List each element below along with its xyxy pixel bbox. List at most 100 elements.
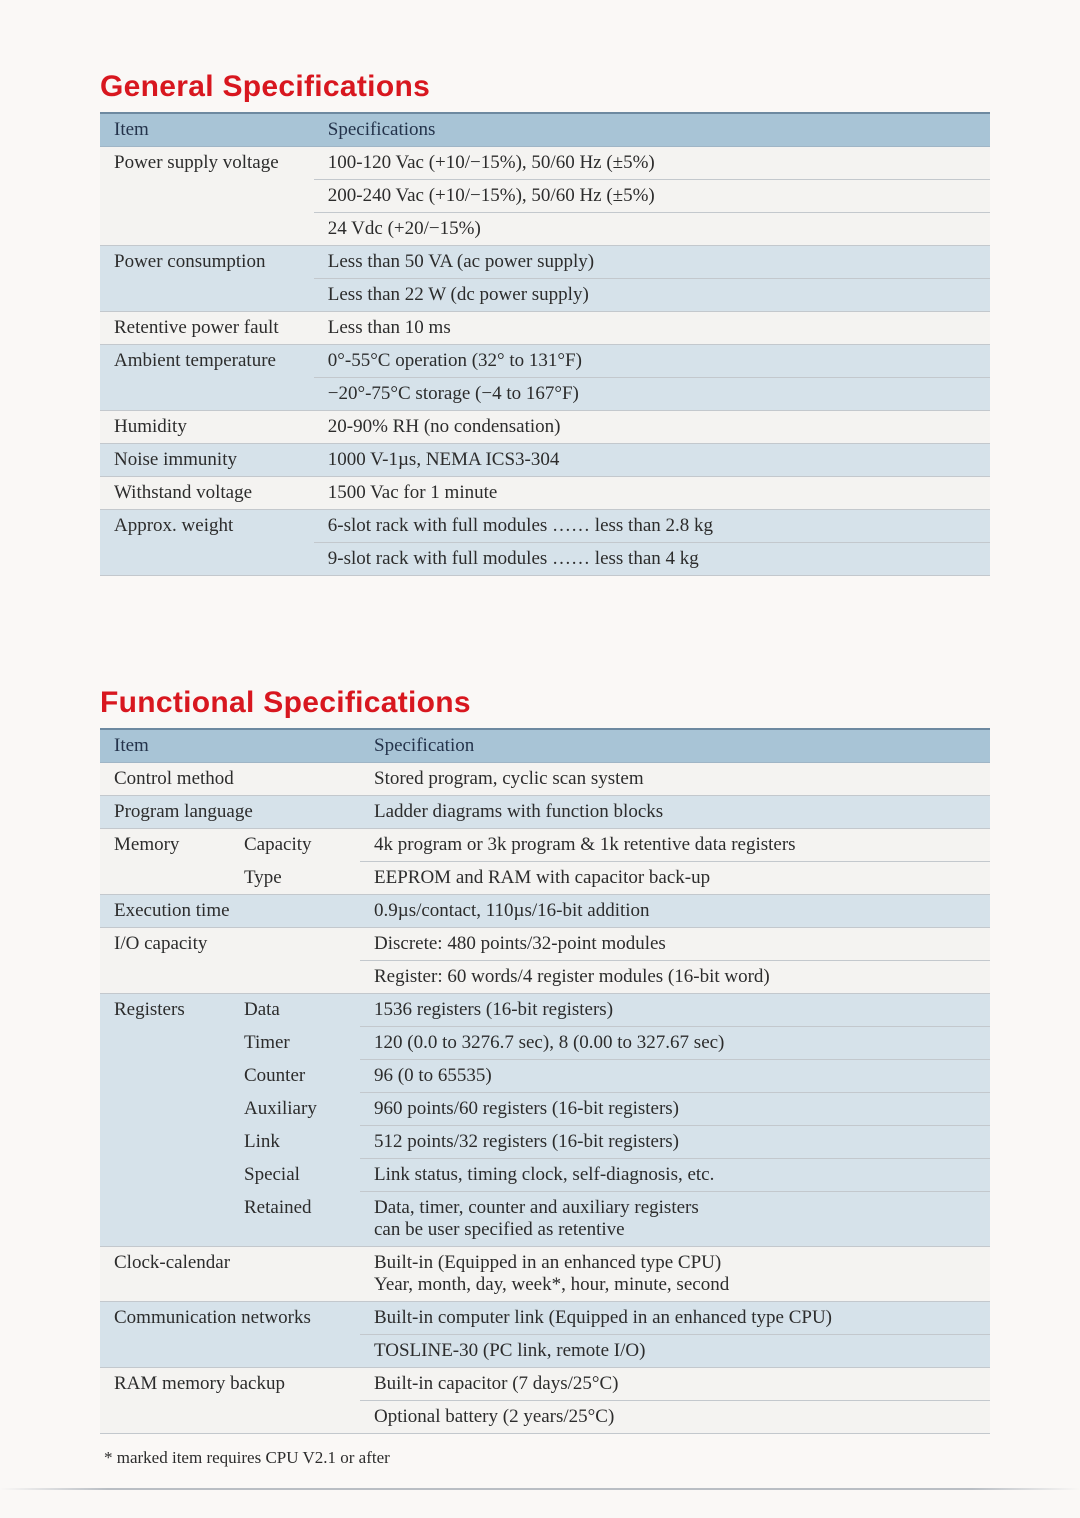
cell-spec: Stored program, cyclic scan system bbox=[360, 763, 990, 796]
cell-item: RAM memory backup bbox=[100, 1368, 360, 1401]
col-header-item: Item bbox=[100, 729, 360, 763]
table-row: Retentive power faultLess than 10 ms bbox=[100, 312, 990, 345]
footnote: * marked item requires CPU V2.1 or after bbox=[100, 1444, 990, 1468]
table-row: Control methodStored program, cyclic sca… bbox=[100, 763, 990, 796]
table-row: Less than 22 W (dc power supply) bbox=[100, 279, 990, 312]
table-row: Humidity20-90% RH (no condensation) bbox=[100, 411, 990, 444]
cell-item bbox=[100, 1159, 230, 1192]
cell-item bbox=[100, 1335, 360, 1368]
cell-item bbox=[100, 1192, 230, 1247]
table-row: Optional battery (2 years/25°C) bbox=[100, 1401, 990, 1434]
cell-spec: Optional battery (2 years/25°C) bbox=[360, 1401, 990, 1434]
col-header-item: Item bbox=[100, 113, 314, 147]
cell-item bbox=[100, 213, 314, 246]
cell-item bbox=[100, 1060, 230, 1093]
cell-item: Execution time bbox=[100, 895, 360, 928]
cell-spec: Data, timer, counter and auxiliary regis… bbox=[360, 1192, 990, 1247]
cell-item: Communication networks bbox=[100, 1302, 360, 1335]
cell-spec: 120 (0.0 to 3276.7 sec), 8 (0.00 to 327.… bbox=[360, 1027, 990, 1060]
cell-spec: 1536 registers (16-bit registers) bbox=[360, 994, 990, 1027]
cell-item bbox=[100, 279, 314, 312]
cell-subitem: Type bbox=[230, 862, 360, 895]
cell-item: Humidity bbox=[100, 411, 314, 444]
col-header-spec: Specifications bbox=[314, 113, 990, 147]
general-spec-title: General Specifications bbox=[100, 70, 990, 104]
cell-spec: Ladder diagrams with function blocks bbox=[360, 796, 990, 829]
cell-subitem: Counter bbox=[230, 1060, 360, 1093]
cell-item bbox=[100, 378, 314, 411]
cell-spec: 96 (0 to 65535) bbox=[360, 1060, 990, 1093]
cell-subitem: Timer bbox=[230, 1027, 360, 1060]
cell-spec: 20-90% RH (no condensation) bbox=[314, 411, 990, 444]
table-row: RetainedData, timer, counter and auxilia… bbox=[100, 1192, 990, 1247]
cell-spec: 0°-55°C operation (32° to 131°F) bbox=[314, 345, 990, 378]
general-spec-table: Item Specifications Power supply voltage… bbox=[100, 112, 990, 576]
cell-spec: 100-120 Vac (+10/−15%), 50/60 Hz (±5%) bbox=[314, 147, 990, 180]
cell-item: Withstand voltage bbox=[100, 477, 314, 510]
table-row: Program languageLadder diagrams with fun… bbox=[100, 796, 990, 829]
table-row: TOSLINE-30 (PC link, remote I/O) bbox=[100, 1335, 990, 1368]
table-header-row: Item Specification bbox=[100, 729, 990, 763]
table-row: Noise immunity1000 V-1µs, NEMA ICS3-304 bbox=[100, 444, 990, 477]
table-row: Register: 60 words/4 register modules (1… bbox=[100, 961, 990, 994]
cell-item bbox=[100, 1027, 230, 1060]
cell-item: Control method bbox=[100, 763, 360, 796]
cell-spec: Less than 50 VA (ac power supply) bbox=[314, 246, 990, 279]
table-row: SpecialLink status, timing clock, self-d… bbox=[100, 1159, 990, 1192]
cell-spec: Less than 22 W (dc power supply) bbox=[314, 279, 990, 312]
cell-spec: EEPROM and RAM with capacitor back-up bbox=[360, 862, 990, 895]
cell-item: Power supply voltage bbox=[100, 147, 314, 180]
cell-item: Approx. weight bbox=[100, 510, 314, 543]
cell-item: Noise immunity bbox=[100, 444, 314, 477]
cell-spec: 1000 V-1µs, NEMA ICS3-304 bbox=[314, 444, 990, 477]
cell-spec: Built-in computer link (Equipped in an e… bbox=[360, 1302, 990, 1335]
table-row: −20°-75°C storage (−4 to 167°F) bbox=[100, 378, 990, 411]
table-row: TypeEEPROM and RAM with capacitor back-u… bbox=[100, 862, 990, 895]
cell-spec: Link status, timing clock, self-diagnosi… bbox=[360, 1159, 990, 1192]
cell-spec: 4k program or 3k program & 1k retentive … bbox=[360, 829, 990, 862]
cell-item: I/O capacity bbox=[100, 928, 360, 961]
cell-item bbox=[100, 1093, 230, 1126]
table-header-row: Item Specifications bbox=[100, 113, 990, 147]
table-row: Power consumptionLess than 50 VA (ac pow… bbox=[100, 246, 990, 279]
cell-spec: 6-slot rack with full modules …… less th… bbox=[314, 510, 990, 543]
cell-item: Program language bbox=[100, 796, 360, 829]
cell-item bbox=[100, 180, 314, 213]
table-row: Withstand voltage1500 Vac for 1 minute bbox=[100, 477, 990, 510]
cell-spec: 9-slot rack with full modules …… less th… bbox=[314, 543, 990, 576]
cell-spec: Built-in capacitor (7 days/25°C) bbox=[360, 1368, 990, 1401]
cell-spec: TOSLINE-30 (PC link, remote I/O) bbox=[360, 1335, 990, 1368]
table-row: RegistersData1536 registers (16-bit regi… bbox=[100, 994, 990, 1027]
cell-spec: 512 points/32 registers (16-bit register… bbox=[360, 1126, 990, 1159]
table-row: Approx. weight6-slot rack with full modu… bbox=[100, 510, 990, 543]
table-row: RAM memory backupBuilt-in capacitor (7 d… bbox=[100, 1368, 990, 1401]
cell-spec: Less than 10 ms bbox=[314, 312, 990, 345]
table-row: Clock-calendarBuilt-in (Equipped in an e… bbox=[100, 1247, 990, 1302]
cell-spec: −20°-75°C storage (−4 to 167°F) bbox=[314, 378, 990, 411]
cell-item: Power consumption bbox=[100, 246, 314, 279]
table-row: Ambient temperature0°-55°C operation (32… bbox=[100, 345, 990, 378]
cell-item bbox=[100, 862, 230, 895]
cell-subitem: Data bbox=[230, 994, 360, 1027]
cell-spec: Built-in (Equipped in an enhanced type C… bbox=[360, 1247, 990, 1302]
cell-spec: Register: 60 words/4 register modules (1… bbox=[360, 961, 990, 994]
cell-spec: 0.9µs/contact, 110µs/16-bit addition bbox=[360, 895, 990, 928]
cell-spec: 1500 Vac for 1 minute bbox=[314, 477, 990, 510]
table-row: Power supply voltage100-120 Vac (+10/−15… bbox=[100, 147, 990, 180]
cell-item bbox=[100, 543, 314, 576]
table-row: I/O capacityDiscrete: 480 points/32-poin… bbox=[100, 928, 990, 961]
cell-subitem: Capacity bbox=[230, 829, 360, 862]
cell-item: Ambient temperature bbox=[100, 345, 314, 378]
cell-spec: 24 Vdc (+20/−15%) bbox=[314, 213, 990, 246]
cell-subitem: Link bbox=[230, 1126, 360, 1159]
table-row: 24 Vdc (+20/−15%) bbox=[100, 213, 990, 246]
functional-spec-table: Item Specification Control methodStored … bbox=[100, 728, 990, 1434]
cell-subitem: Special bbox=[230, 1159, 360, 1192]
table-row: Auxiliary960 points/60 registers (16-bit… bbox=[100, 1093, 990, 1126]
cell-subitem: Auxiliary bbox=[230, 1093, 360, 1126]
cell-item: Registers bbox=[100, 994, 230, 1027]
functional-spec-title: Functional Specifications bbox=[100, 686, 990, 720]
table-row: MemoryCapacity4k program or 3k program &… bbox=[100, 829, 990, 862]
table-row: 200-240 Vac (+10/−15%), 50/60 Hz (±5%) bbox=[100, 180, 990, 213]
cell-item: Retentive power fault bbox=[100, 312, 314, 345]
